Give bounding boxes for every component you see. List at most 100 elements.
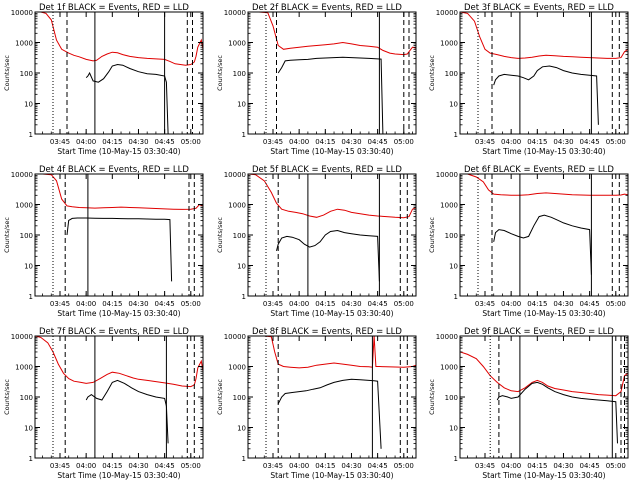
x-tick-label: 04:00 (76, 462, 96, 470)
y-tick-label: 1000 (15, 202, 33, 210)
plot-frame (247, 335, 417, 459)
events-series-line (66, 217, 173, 282)
detector-panel: Det 1f BLACK = Events, RED = LLD 1 10 100 10… (3, 3, 204, 156)
y-tick-label: 100 (233, 394, 246, 402)
x-tick-label: 04:00 (76, 300, 96, 308)
plot-frame (459, 173, 629, 297)
y-axis-label: Counts/sec (428, 379, 436, 415)
y-tick-label: 1 (29, 131, 33, 139)
y-tick-label: 1000 (15, 40, 33, 48)
x-tick-label: 04:00 (501, 462, 521, 470)
x-tick-label: 05:00 (606, 300, 626, 308)
y-tick-label: 10000 (436, 333, 458, 341)
events-series-line (276, 229, 380, 282)
y-tick-label: 100 (233, 70, 246, 78)
y-tick-label: 1000 (440, 202, 458, 210)
x-tick-label: 03:45 (475, 462, 495, 470)
events-series-line (493, 214, 592, 275)
events-series-line (496, 381, 618, 444)
x-tick-label: 04:00 (501, 300, 521, 308)
y-tick-label: 1 (454, 455, 458, 463)
lld-series-line (248, 12, 416, 56)
lld-series-line (460, 351, 628, 397)
y-tick-label: 1 (242, 131, 246, 139)
y-axis-label: Counts/sec (3, 217, 11, 253)
y-tick-label: 1000 (440, 364, 458, 372)
y-axis-label: Counts/sec (3, 55, 11, 91)
y-tick-label: 10000 (11, 171, 33, 179)
y-axis-label: Counts/sec (428, 217, 436, 253)
y-tick-label: 1 (29, 293, 33, 301)
y-tick-label: 10 (24, 425, 33, 433)
y-tick-label: 10 (449, 101, 458, 109)
y-axis-label: Counts/sec (216, 55, 224, 91)
x-tick-label: 03:45 (475, 138, 495, 146)
x-tick-label: 04:30 (341, 300, 361, 308)
x-tick-label: 03:45 (475, 300, 495, 308)
events-series-line (85, 63, 169, 134)
detector-panel: Det 7f BLACK = Events, RED = LLD 1 10 100 10… (3, 327, 204, 480)
lld-series-line (35, 336, 203, 388)
panel-title: Det 2f BLACK = Events, RED = LLD (252, 3, 402, 13)
x-axis-label: Start Time (10-May-15 03:30:40) (270, 309, 393, 318)
x-tick-label: 04:45 (580, 462, 600, 470)
y-tick-label: 1000 (15, 364, 33, 372)
y-tick-label: 10000 (224, 171, 246, 179)
y-tick-label: 1000 (228, 40, 246, 48)
detector-panel: Det 2f BLACK = Events, RED = LLD 1 10 100 10… (216, 3, 417, 156)
x-axis-label: Start Time (10-May-15 03:30:40) (270, 147, 393, 156)
x-tick-label: 05:00 (394, 138, 414, 146)
y-tick-label: 10 (237, 101, 246, 109)
plot-frame (459, 335, 629, 459)
x-tick-label: 04:45 (368, 462, 388, 470)
x-tick-label: 04:30 (553, 462, 573, 470)
x-tick-label: 04:45 (368, 300, 388, 308)
y-tick-label: 100 (445, 70, 458, 78)
y-tick-label: 10000 (11, 333, 33, 341)
plot-frame (34, 335, 204, 459)
y-tick-label: 100 (233, 232, 246, 240)
y-tick-label: 100 (20, 232, 33, 240)
x-tick-label: 04:30 (553, 138, 573, 146)
x-tick-label: 04:45 (580, 300, 600, 308)
lld-series-line (460, 174, 628, 196)
x-axis-label: Start Time (10-May-15 03:30:40) (57, 309, 180, 318)
x-tick-label: 04:45 (155, 462, 175, 470)
x-tick-label: 04:15 (102, 300, 122, 308)
x-tick-label: 04:15 (527, 462, 547, 470)
x-tick-label: 03:45 (263, 138, 283, 146)
y-tick-label: 10 (237, 263, 246, 271)
y-tick-label: 1 (29, 455, 33, 463)
lld-series-line (35, 174, 203, 210)
panel-title: Det 4f BLACK = Events, RED = LLD (39, 165, 189, 175)
x-tick-label: 05:00 (181, 138, 201, 146)
x-axis-label: Start Time (10-May-15 03:30:40) (57, 147, 180, 156)
lld-series-line (35, 12, 203, 66)
x-tick-label: 04:15 (102, 138, 122, 146)
events-series-line (277, 378, 382, 449)
x-axis-label: Start Time (10-May-15 03:30:40) (482, 471, 605, 480)
events-series-line (85, 379, 169, 444)
events-series-line (277, 56, 384, 134)
x-tick-label: 04:15 (315, 462, 335, 470)
x-tick-label: 04:45 (368, 138, 388, 146)
x-tick-label: 04:15 (102, 462, 122, 470)
x-tick-label: 04:30 (128, 462, 148, 470)
y-tick-label: 1000 (228, 364, 246, 372)
y-tick-label: 1 (242, 455, 246, 463)
x-tick-label: 04:30 (553, 300, 573, 308)
x-tick-label: 03:45 (263, 300, 283, 308)
x-tick-label: 04:15 (315, 300, 335, 308)
x-tick-label: 05:00 (394, 300, 414, 308)
panel-title: Det 1f BLACK = Events, RED = LLD (39, 3, 189, 13)
y-tick-label: 10 (449, 263, 458, 271)
panel-title: Det 5f BLACK = Events, RED = LLD (252, 165, 402, 175)
y-tick-label: 1 (454, 293, 458, 301)
x-axis-label: Start Time (10-May-15 03:30:40) (482, 147, 605, 156)
y-tick-label: 10 (24, 101, 33, 109)
x-tick-label: 04:30 (128, 300, 148, 308)
x-tick-label: 04:45 (155, 300, 175, 308)
detector-panel: Det 9f BLACK = Events, RED = LLD 1 10 100 10… (428, 327, 629, 480)
panel-title: Det 3f BLACK = Events, RED = LLD (464, 3, 614, 13)
